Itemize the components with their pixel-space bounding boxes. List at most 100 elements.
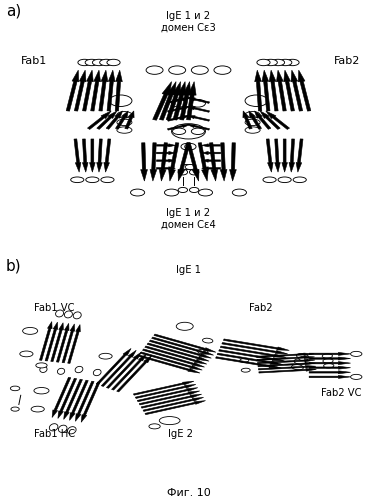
FancyArrow shape bbox=[104, 139, 111, 172]
FancyArrow shape bbox=[107, 70, 115, 111]
Ellipse shape bbox=[192, 128, 205, 134]
FancyArrow shape bbox=[266, 111, 290, 130]
Text: IgE 1 и 2
домен Cε3: IgE 1 и 2 домен Cε3 bbox=[161, 12, 216, 33]
FancyArrow shape bbox=[159, 142, 167, 181]
FancyArrow shape bbox=[51, 322, 63, 362]
FancyArrow shape bbox=[187, 82, 196, 120]
FancyArrow shape bbox=[257, 356, 314, 360]
Ellipse shape bbox=[245, 95, 268, 106]
FancyArrow shape bbox=[166, 82, 181, 120]
FancyArrow shape bbox=[254, 111, 271, 130]
FancyArrow shape bbox=[187, 124, 210, 130]
Ellipse shape bbox=[245, 119, 260, 126]
FancyArrow shape bbox=[259, 368, 316, 373]
Ellipse shape bbox=[109, 95, 132, 106]
Ellipse shape bbox=[240, 358, 249, 362]
Ellipse shape bbox=[181, 164, 192, 170]
FancyArrow shape bbox=[87, 111, 111, 130]
Ellipse shape bbox=[99, 354, 112, 359]
FancyArrow shape bbox=[83, 70, 93, 111]
FancyArrow shape bbox=[202, 159, 221, 162]
Ellipse shape bbox=[71, 177, 84, 182]
Ellipse shape bbox=[185, 144, 196, 150]
FancyArrow shape bbox=[112, 354, 147, 390]
Ellipse shape bbox=[117, 119, 132, 126]
Ellipse shape bbox=[293, 177, 307, 182]
Ellipse shape bbox=[57, 368, 65, 374]
FancyArrow shape bbox=[187, 106, 210, 112]
FancyArrow shape bbox=[106, 111, 123, 130]
FancyArrow shape bbox=[52, 378, 71, 418]
Ellipse shape bbox=[100, 60, 113, 66]
Ellipse shape bbox=[214, 66, 231, 74]
Ellipse shape bbox=[20, 351, 33, 357]
Ellipse shape bbox=[164, 189, 179, 196]
FancyArrow shape bbox=[220, 346, 286, 358]
FancyArrow shape bbox=[289, 139, 294, 172]
FancyArrow shape bbox=[230, 143, 236, 181]
FancyArrow shape bbox=[106, 352, 141, 389]
Ellipse shape bbox=[117, 112, 132, 118]
Ellipse shape bbox=[322, 354, 333, 358]
Text: Fab1 VC: Fab1 VC bbox=[34, 303, 74, 313]
Ellipse shape bbox=[172, 100, 187, 107]
FancyArrow shape bbox=[255, 70, 262, 111]
FancyArrow shape bbox=[309, 352, 351, 356]
Ellipse shape bbox=[291, 364, 303, 370]
FancyArrow shape bbox=[220, 143, 227, 181]
Ellipse shape bbox=[172, 124, 205, 139]
Ellipse shape bbox=[55, 310, 64, 317]
FancyArrow shape bbox=[167, 98, 190, 103]
FancyArrow shape bbox=[115, 111, 128, 129]
Ellipse shape bbox=[198, 189, 213, 196]
FancyArrow shape bbox=[284, 70, 294, 111]
FancyArrow shape bbox=[309, 371, 351, 374]
FancyArrow shape bbox=[291, 70, 303, 111]
Text: Fab1 HC: Fab1 HC bbox=[34, 430, 75, 440]
FancyArrow shape bbox=[125, 111, 134, 129]
FancyArrow shape bbox=[97, 111, 117, 130]
Ellipse shape bbox=[241, 368, 250, 372]
Ellipse shape bbox=[117, 127, 132, 133]
Ellipse shape bbox=[323, 364, 334, 368]
FancyArrow shape bbox=[147, 343, 209, 361]
Ellipse shape bbox=[149, 424, 160, 429]
Ellipse shape bbox=[263, 177, 276, 182]
FancyArrow shape bbox=[169, 142, 179, 181]
FancyArrow shape bbox=[260, 111, 280, 130]
Ellipse shape bbox=[107, 60, 120, 66]
FancyArrow shape bbox=[309, 366, 351, 369]
FancyArrow shape bbox=[141, 143, 147, 181]
FancyArrow shape bbox=[156, 167, 175, 170]
FancyArrow shape bbox=[57, 324, 69, 362]
FancyArrow shape bbox=[62, 324, 75, 363]
FancyArrow shape bbox=[258, 366, 316, 370]
FancyArrow shape bbox=[74, 70, 86, 111]
FancyArrow shape bbox=[173, 82, 185, 120]
FancyArrow shape bbox=[149, 340, 211, 358]
Ellipse shape bbox=[278, 177, 291, 182]
Ellipse shape bbox=[169, 66, 185, 74]
Ellipse shape bbox=[296, 354, 308, 358]
FancyArrow shape bbox=[224, 339, 289, 350]
Text: Fab2: Fab2 bbox=[334, 56, 360, 66]
FancyArrow shape bbox=[115, 70, 122, 111]
FancyArrow shape bbox=[138, 355, 200, 373]
Ellipse shape bbox=[75, 366, 83, 372]
Ellipse shape bbox=[36, 363, 47, 368]
FancyArrow shape bbox=[258, 362, 316, 367]
FancyArrow shape bbox=[153, 82, 172, 120]
Ellipse shape bbox=[198, 350, 208, 354]
FancyArrow shape bbox=[275, 139, 280, 172]
Text: IgE 1: IgE 1 bbox=[176, 266, 201, 276]
Ellipse shape bbox=[146, 66, 163, 74]
FancyArrow shape bbox=[69, 380, 88, 420]
FancyArrow shape bbox=[216, 356, 282, 368]
Ellipse shape bbox=[271, 60, 285, 66]
FancyArrow shape bbox=[210, 142, 218, 181]
Ellipse shape bbox=[34, 388, 49, 394]
FancyArrow shape bbox=[269, 70, 278, 111]
Ellipse shape bbox=[49, 424, 58, 431]
Ellipse shape bbox=[86, 177, 99, 182]
FancyArrow shape bbox=[143, 398, 204, 411]
